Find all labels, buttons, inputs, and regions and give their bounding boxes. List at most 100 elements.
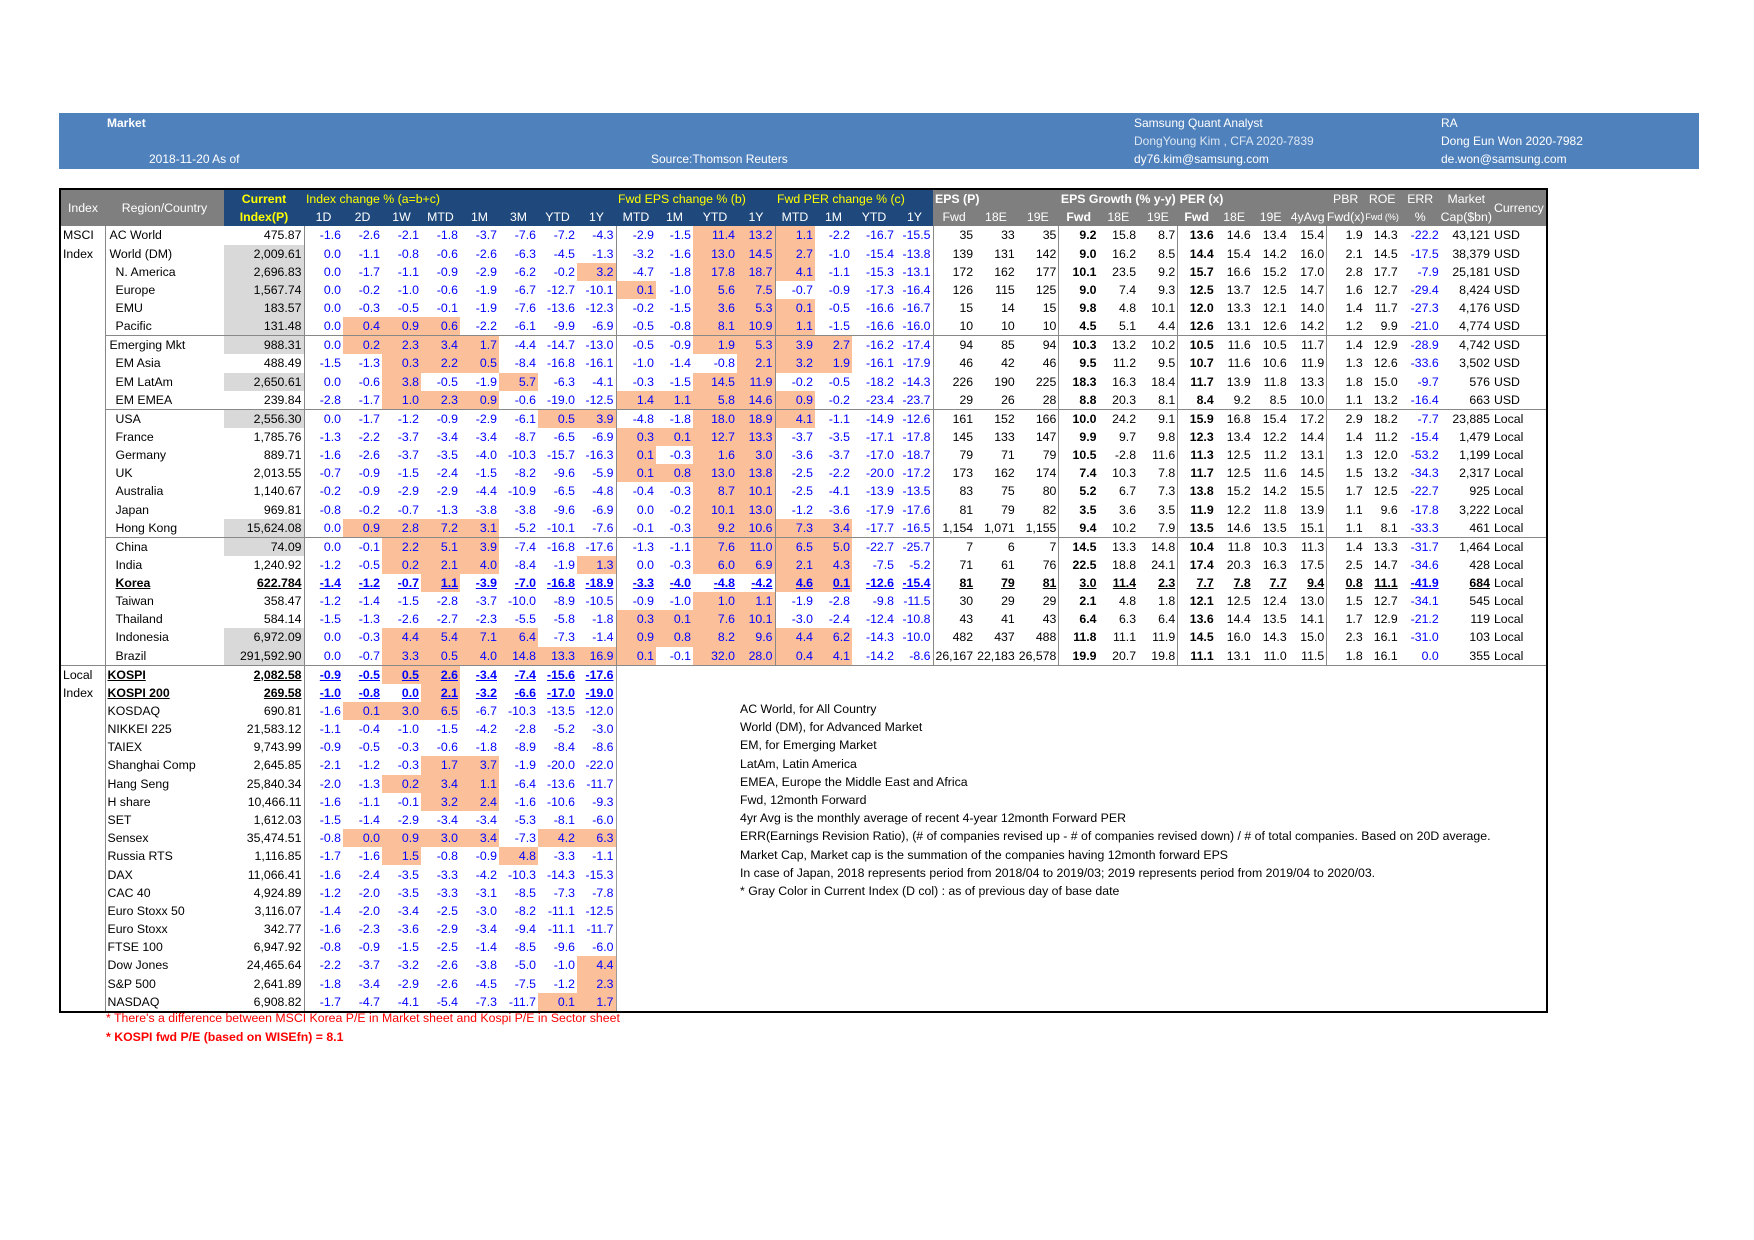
pbr-cell: 1.8	[1326, 372, 1365, 391]
index-change-cell: -2.8	[514, 722, 536, 737]
row-group-label	[61, 793, 105, 811]
index-change-cell: -1.0	[303, 683, 343, 702]
row-group-label	[61, 556, 105, 574]
fwd-per-change-cell: 2.7	[815, 335, 852, 355]
index-change-cell: -1.2	[553, 976, 575, 991]
eps-growth-cell: 7.8	[1158, 466, 1176, 481]
per-cell: 14.4	[1177, 244, 1216, 263]
row-region: Hong Kong	[104, 518, 224, 538]
market-cap-cell: 663	[1469, 392, 1490, 407]
table-row: Australia 1,140.67 -0.2 -0.9 -2.9 -2.9 -4.4 -10…	[61, 482, 1546, 501]
index-change-cell: -1.5	[303, 354, 343, 373]
fwd-per-change-cell: -16.2	[852, 335, 896, 355]
index-change-cell: -8.4	[514, 356, 536, 371]
eps-growth-cell: 14.8	[1138, 536, 1178, 556]
index-change-cell: -8.2	[514, 903, 536, 918]
row-current-index: 488.49	[263, 356, 302, 371]
index-change-cell: -2.0	[358, 885, 380, 900]
index-change-cell: -3.0	[475, 903, 497, 918]
ra-email[interactable]: de.won@samsung.com	[1441, 152, 1567, 166]
group-eps-growth: EPS Growth (% y-y)	[1058, 190, 1178, 209]
col-idx-1d: 1D	[304, 208, 343, 227]
fwd-per-change-cell: -2.4	[828, 612, 850, 627]
fwd-per-change-cell: -16.6	[865, 301, 894, 316]
err-cell: -22.7	[1410, 484, 1439, 499]
fwd-eps-change-cell: 7.6	[693, 536, 737, 556]
index-change-cell: -6.7	[475, 703, 497, 718]
index-change-cell: 1.7	[421, 756, 460, 775]
fwd-per-change-cell: -16.6	[865, 319, 894, 334]
fwd-eps-change-cell: -1.0	[669, 283, 691, 298]
index-change-cell: -3.4	[436, 429, 458, 444]
row-group-label: MSCI	[63, 228, 94, 243]
row-current-index: 1,785.76	[253, 429, 302, 444]
fwd-per-change-cell: -13.8	[902, 246, 931, 261]
index-change-cell: -1.2	[382, 408, 421, 428]
index-change-cell: -0.9	[303, 738, 343, 757]
eps-growth-cell: 11.9	[1152, 630, 1176, 645]
per-cell: 13.5	[1262, 612, 1287, 627]
fwd-per-change-cell: -2.2	[828, 228, 850, 243]
index-change-cell: -8.5	[514, 885, 536, 900]
index-change-cell: -5.4	[436, 994, 458, 1009]
currency-cell: USD	[1493, 283, 1520, 298]
index-change-cell: -17.6	[577, 664, 617, 684]
per-cell: 12.3	[1177, 427, 1216, 446]
row-current-index: 2,556.30	[224, 408, 304, 428]
analyst-email[interactable]: dy76.kim@samsung.com	[1134, 152, 1269, 166]
pbr-cell: 1.1	[1326, 390, 1365, 410]
col-region: Region/Country	[105, 190, 224, 227]
pbr-cell: 2.1	[1326, 244, 1365, 263]
index-change-cell: -4.3	[592, 228, 614, 243]
eps-cell: 190	[994, 374, 1015, 389]
index-change-cell: 14.8	[499, 646, 538, 666]
row-group-label	[61, 738, 105, 756]
row-group-label	[61, 574, 105, 592]
col-per-chg-mtd: MTD	[775, 208, 815, 227]
index-change-cell: -1.5	[303, 610, 343, 629]
index-change-cell: -2.9	[436, 922, 458, 937]
eps-growth-cell: 18.8	[1112, 557, 1137, 572]
fwd-eps-change-cell: -0.8	[713, 356, 735, 371]
eps-cell: 147	[1035, 429, 1057, 444]
eps-growth-cell: 24.2	[1098, 408, 1139, 428]
market-cap-cell: 4,176	[1459, 301, 1490, 316]
index-change-cell: -10.3	[507, 867, 536, 882]
eps-growth-cell: 11.4	[1112, 575, 1137, 590]
market-cap-cell: 3,222	[1459, 502, 1490, 517]
roe-cell: 13.3	[1364, 536, 1400, 556]
eps-growth-cell: 9.2	[1158, 264, 1176, 279]
fwd-per-change-cell: -23.4	[865, 392, 894, 407]
index-change-cell: 3.2	[421, 792, 460, 811]
col-eps-chg-mtd: MTD	[616, 208, 656, 227]
row-group-label	[61, 702, 105, 720]
index-change-cell: -10.3	[507, 703, 536, 718]
index-change-cell: 2.1	[421, 683, 460, 702]
roe-cell: 9.6	[1380, 502, 1398, 517]
currency-cell: Local	[1493, 630, 1524, 645]
index-change-cell: -0.5	[343, 664, 382, 684]
row-current-index: 2,696.83	[224, 262, 304, 281]
err-cell: -53.2	[1410, 447, 1439, 462]
eps-cell: 226	[932, 372, 976, 391]
index-change-cell: -1.4	[303, 901, 343, 920]
fwd-per-change-cell: -16.7	[902, 301, 931, 316]
per-cell: 7.8	[1233, 575, 1251, 590]
eps-growth-cell: 4.5	[1058, 317, 1099, 336]
eps-cell: 1,155	[1025, 520, 1057, 535]
market-cap-cell: 2,317	[1459, 466, 1490, 481]
per-cell: 12.5	[1226, 594, 1251, 609]
currency-cell: USD	[1493, 264, 1520, 279]
fwd-per-change-cell: -4.1	[828, 484, 850, 499]
index-change-cell: 1.3	[577, 555, 616, 574]
index-change-cell: -1.9	[514, 758, 536, 773]
row-local-index: Sensex	[104, 829, 224, 848]
index-change-cell: -0.2	[358, 502, 380, 517]
pbr-cell: 0.8	[1326, 573, 1365, 592]
index-change-cell: -0.9	[358, 484, 380, 499]
fwd-eps-change-cell: -4.8	[615, 408, 656, 428]
pbr-cell: 1.3	[1326, 445, 1365, 465]
col-per-4yavg: 4yAvg	[1288, 208, 1327, 227]
per-cell: 10.5	[1252, 335, 1289, 355]
row-local-index: Hang Seng	[104, 774, 224, 793]
